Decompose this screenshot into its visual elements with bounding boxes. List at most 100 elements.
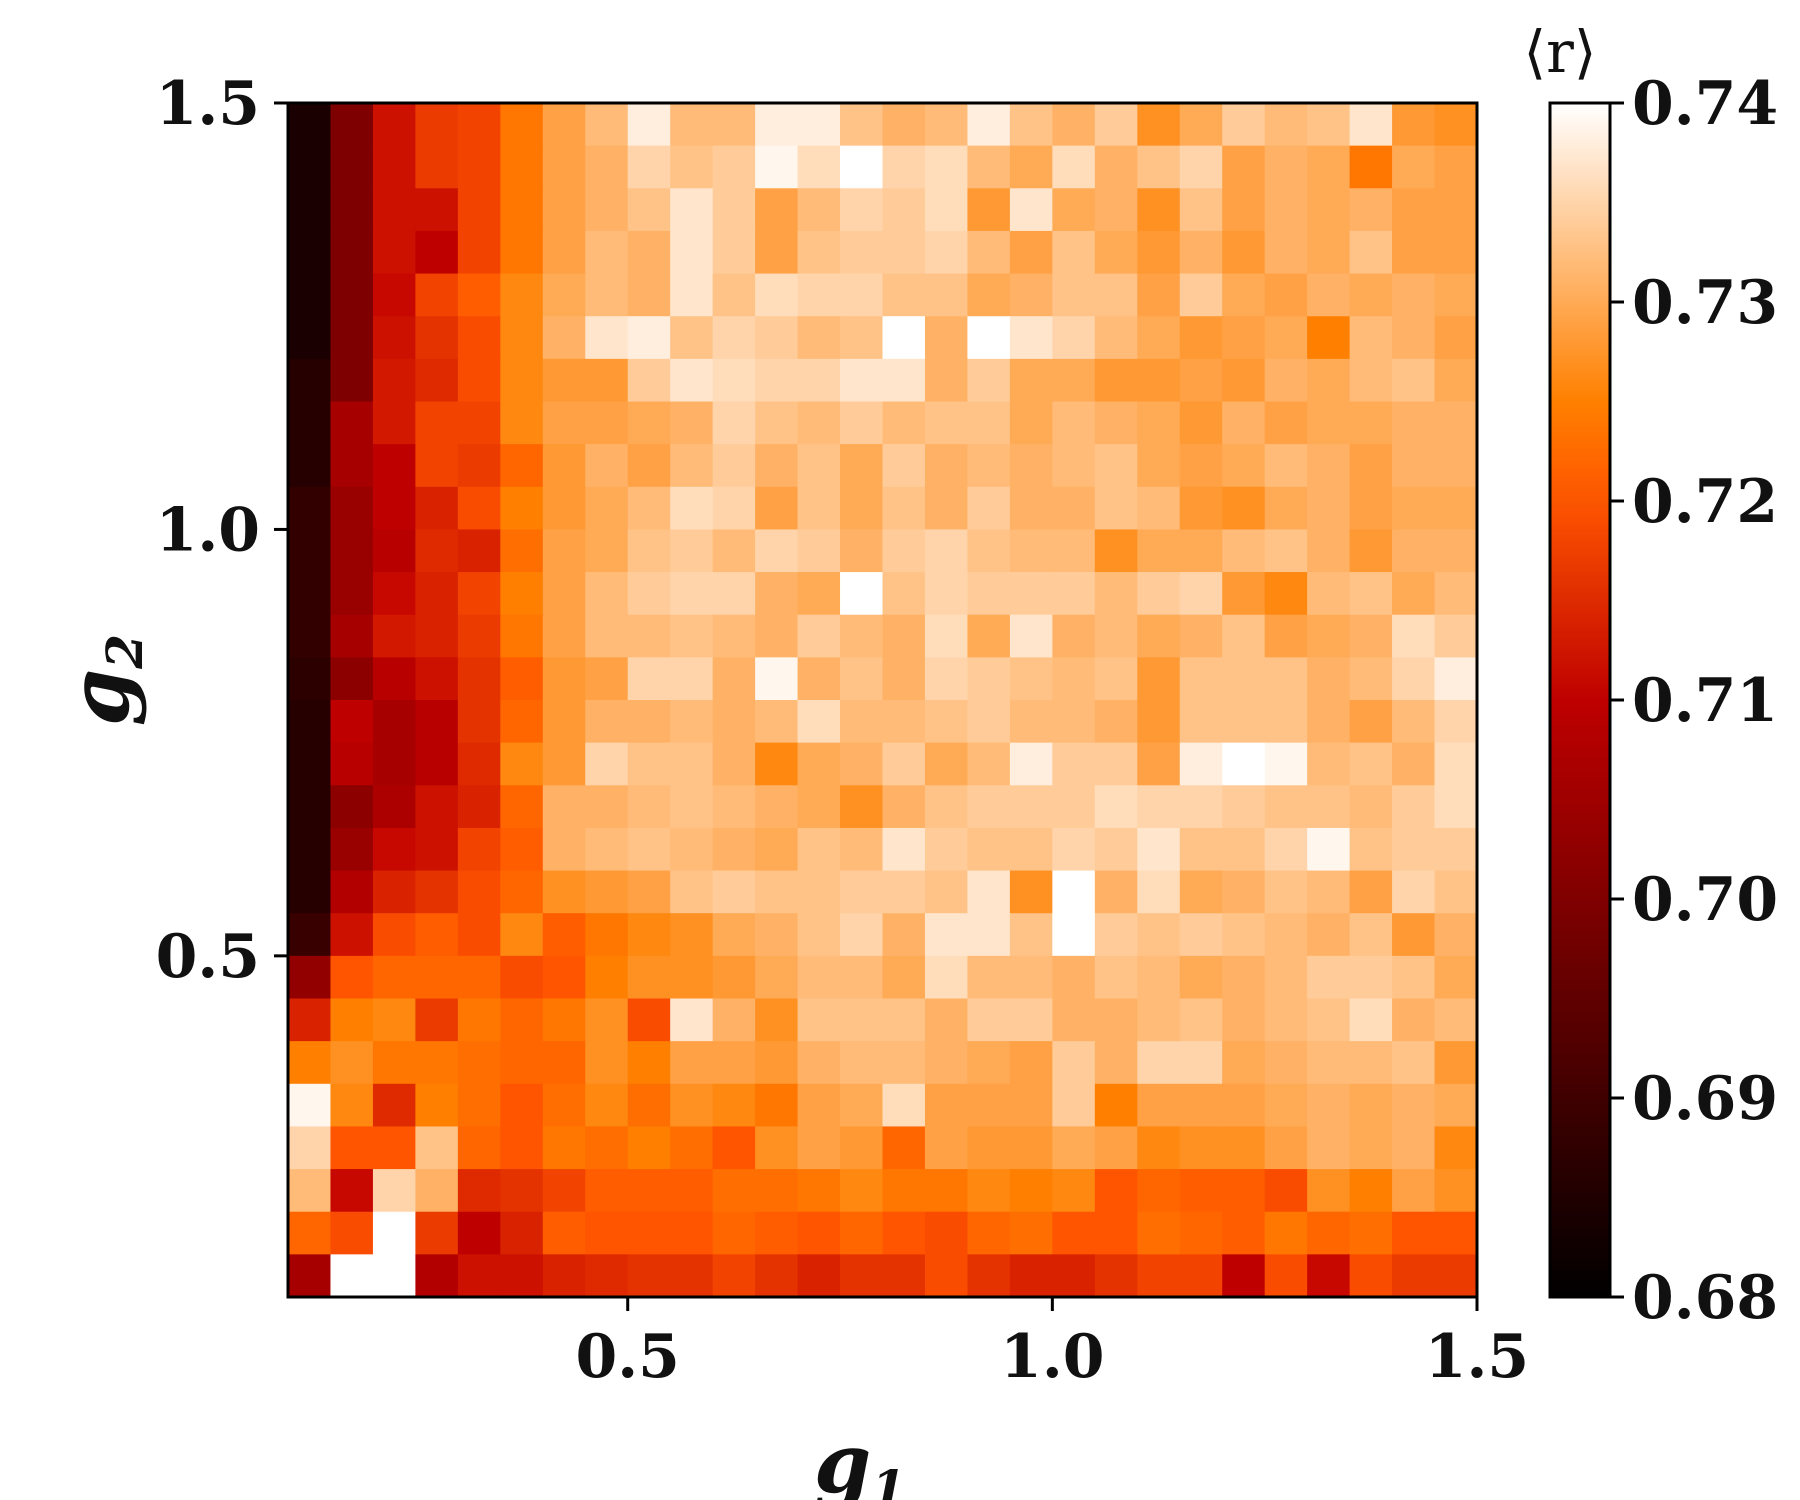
heatmap-cell <box>415 145 459 189</box>
heatmap-cell <box>755 827 799 872</box>
heatmap-cell <box>1349 401 1393 445</box>
heatmap-cell <box>670 955 714 1000</box>
heatmap-cell <box>542 955 586 1000</box>
heatmap-cell <box>288 1169 332 1213</box>
heatmap-cell <box>372 401 416 445</box>
heatmap-cell <box>670 700 714 744</box>
heatmap-cell <box>457 572 501 616</box>
heatmap-cell <box>457 955 501 1000</box>
heatmap-cell <box>288 358 332 403</box>
heatmap-cell <box>1392 444 1436 488</box>
heatmap-cell <box>712 657 756 701</box>
heatmap-cell <box>585 401 629 445</box>
heatmap-cell <box>1052 230 1096 275</box>
heatmap-cells <box>288 103 1478 1298</box>
heatmap-cell <box>840 230 884 275</box>
heatmap-cell <box>288 572 332 616</box>
heatmap-cell <box>1179 103 1223 147</box>
heatmap-cell <box>924 273 969 317</box>
heatmap-cell <box>670 827 714 872</box>
heatmap-cell <box>1222 486 1266 531</box>
heatmap-cell <box>712 1126 756 1170</box>
heatmap-cell <box>797 1211 841 1255</box>
heatmap-cell <box>924 401 969 445</box>
heatmap-cell <box>797 188 841 232</box>
heatmap-cell <box>967 742 1011 786</box>
heatmap-cell <box>1392 486 1436 531</box>
heatmap-cell <box>1307 230 1351 275</box>
heatmap-cell <box>797 358 841 403</box>
heatmap-cell <box>415 1169 459 1213</box>
heatmap-cell <box>924 316 969 360</box>
heatmap-cell <box>1349 1041 1393 1085</box>
heatmap-cell <box>797 273 841 317</box>
heatmap-cell <box>585 486 629 531</box>
heatmap-cell <box>882 1041 926 1085</box>
heatmap-cell <box>415 913 459 957</box>
heatmap-cell <box>1307 614 1351 658</box>
heatmap-cell <box>1222 358 1266 403</box>
heatmap-cell <box>670 572 714 616</box>
heatmap-cell <box>1222 572 1266 616</box>
heatmap-cell <box>1137 273 1181 317</box>
heatmap-cell <box>1222 614 1266 658</box>
heatmap-cell <box>330 273 374 317</box>
heatmap-cell <box>627 230 671 275</box>
heatmap-cell <box>1307 870 1351 914</box>
heatmap-cell <box>882 486 926 531</box>
heatmap-cell <box>500 1126 544 1170</box>
heatmap-cell <box>712 614 756 658</box>
heatmap-cell <box>670 870 714 914</box>
heatmap-cell <box>585 1083 629 1128</box>
heatmap-cell <box>712 572 756 616</box>
heatmap-cell <box>415 444 459 488</box>
heatmap-cell <box>627 1169 671 1213</box>
heatmap-cell <box>755 657 799 701</box>
heatmap-cell <box>1307 486 1351 531</box>
heatmap-cell <box>627 529 671 573</box>
heatmap-cell <box>1052 529 1096 573</box>
heatmap-cell <box>1349 103 1393 147</box>
heatmap-cell <box>1264 103 1308 147</box>
heatmap-cell <box>372 273 416 317</box>
heatmap-cell <box>882 401 926 445</box>
heatmap-cell <box>1009 188 1053 232</box>
heatmap-cell <box>330 742 374 786</box>
heatmap-cell <box>755 913 799 957</box>
heatmap-cell <box>755 103 799 147</box>
heatmap-cell <box>1392 145 1436 189</box>
heatmap-cell <box>1434 955 1478 1000</box>
heatmap-cell <box>1009 870 1053 914</box>
heatmap-cell <box>1349 785 1393 829</box>
heatmap-cell <box>1009 572 1053 616</box>
heatmap-cell <box>288 1211 332 1255</box>
heatmap-cell <box>1052 444 1096 488</box>
heatmap-cell <box>1094 998 1138 1042</box>
heatmap-cell <box>372 1083 416 1128</box>
heatmap-cell <box>755 316 799 360</box>
heatmap-cell <box>500 998 544 1042</box>
heatmap-cell <box>330 1169 374 1213</box>
heatmap-cell <box>797 401 841 445</box>
heatmap-cell <box>288 401 332 445</box>
heatmap-cell <box>670 444 714 488</box>
heatmap-cell <box>330 998 374 1042</box>
heatmap-cell <box>542 827 586 872</box>
heatmap-cell <box>288 742 332 786</box>
heatmap-cell <box>967 1083 1011 1128</box>
heatmap-cell <box>542 998 586 1042</box>
heatmap-cell <box>1094 230 1138 275</box>
heatmap-cell <box>1349 657 1393 701</box>
heatmap-cell <box>288 230 332 275</box>
heatmap-cell <box>457 1126 501 1170</box>
heatmap-cell <box>1349 870 1393 914</box>
heatmap-cell <box>500 103 544 147</box>
heatmap-cell <box>840 273 884 317</box>
heatmap-cell <box>1222 1211 1266 1255</box>
heatmap-cell <box>500 273 544 317</box>
heatmap-cell <box>372 998 416 1042</box>
heatmap-cell <box>1052 742 1096 786</box>
heatmap-cell <box>840 145 884 189</box>
heatmap-cell <box>670 316 714 360</box>
